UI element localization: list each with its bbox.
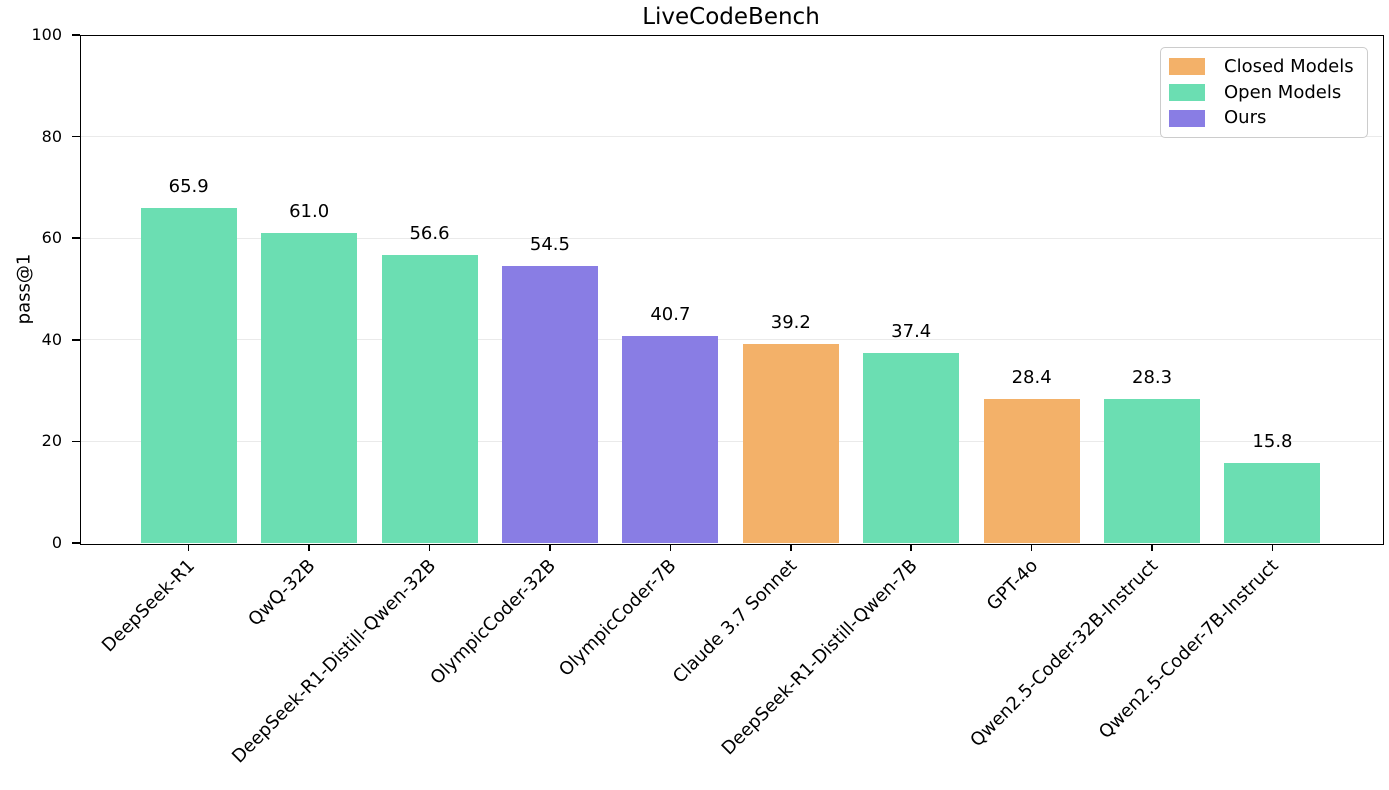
y-axis-label: pass@1 (13, 253, 35, 325)
x-tick-mark (308, 544, 310, 551)
x-tick-mark (1271, 544, 1274, 551)
legend-item-ours: Ours (1169, 108, 1359, 128)
bar-value-label: 65.9 (168, 176, 209, 198)
bar-Claude 3.7 Sonnet (742, 343, 839, 543)
x-tick-label: QwQ-32B (244, 555, 320, 631)
y-tick-mark (72, 237, 80, 239)
x-tick-label: DeepSeek-R1-Distill-Qwen-32B (227, 555, 440, 768)
gridline-80 (80, 136, 1382, 138)
bar-value-label: 61.0 (289, 201, 330, 223)
bar-QwQ-32B (261, 233, 358, 543)
x-tick-label: DeepSeek-R1 (97, 555, 199, 657)
x-tick-mark (790, 544, 792, 551)
bar-value-label: 54.5 (529, 234, 570, 256)
gridline-60 (80, 237, 1382, 239)
legend: Closed Models Open Models Ours (1160, 47, 1368, 138)
legend-item-closed: Closed Models (1169, 55, 1359, 77)
x-tick-mark (669, 544, 672, 551)
x-tick-label: GPT-4o (982, 555, 1042, 615)
y-tick-label: 0 (51, 533, 62, 552)
y-tick-label: 20 (41, 431, 62, 451)
y-tick-label: 80 (41, 126, 62, 146)
legend-item-open: Open Models (1169, 81, 1359, 103)
x-tick-mark (910, 544, 912, 551)
x-tick-mark (1151, 544, 1153, 551)
y-tick-mark (72, 34, 80, 36)
bar-value-label: 28.3 (1132, 367, 1173, 389)
bar-value-label: 56.6 (409, 223, 450, 245)
bar-Qwen2.5-Coder-32B-Instruct (1104, 399, 1201, 543)
legend-label: Ours (1224, 107, 1267, 129)
bar-DeepSeek-R1 (140, 208, 237, 543)
legend-swatch-ours (1169, 109, 1205, 127)
x-tick-label: DeepSeek-R1-Distill-Qwen-7B (717, 555, 922, 760)
y-tick-mark (72, 440, 80, 443)
bar-value-label: 40.7 (650, 304, 691, 326)
bar-DeepSeek-R1-Distill-Qwen-7B (863, 353, 960, 543)
y-tick-mark (72, 339, 80, 341)
x-tick-label: OlympicCoder-7B (555, 555, 681, 681)
legend-swatch-open (1169, 84, 1205, 101)
bar-DeepSeek-R1-Distill-Qwen-32B (381, 255, 478, 543)
legend-label: Closed Models (1224, 55, 1354, 77)
x-tick-mark (187, 544, 190, 551)
bar-OlympicCoder-7B (622, 336, 719, 543)
bar-value-label: 37.4 (891, 321, 932, 342)
bar-value-label: 15.8 (1252, 430, 1293, 452)
y-tick-mark (72, 542, 80, 544)
bar-OlympicCoder-32B (501, 266, 598, 543)
y-tick-label: 40 (41, 329, 62, 349)
bar-value-label: 39.2 (770, 311, 811, 333)
x-tick-label: Claude 3.7 Sonnet (668, 555, 801, 688)
x-tick-mark (1030, 544, 1033, 551)
chart-title: LiveCodeBench (642, 4, 820, 30)
gridline-20 (80, 440, 1382, 442)
x-tick-label: OlympicCoder-32B (426, 555, 561, 689)
y-tick-label: 60 (41, 228, 62, 248)
legend-label: Open Models (1224, 81, 1342, 103)
x-tick-mark (428, 544, 431, 551)
gridline-40 (80, 339, 1382, 341)
x-tick-mark (549, 544, 551, 551)
bar-value-label: 28.4 (1011, 366, 1052, 388)
bar-GPT-4o (983, 398, 1080, 543)
y-tick-mark (72, 135, 80, 138)
legend-swatch-closed (1169, 58, 1205, 76)
bar-Qwen2.5-Coder-7B-Instruct (1224, 462, 1321, 543)
y-tick-label: 100 (31, 25, 62, 44)
